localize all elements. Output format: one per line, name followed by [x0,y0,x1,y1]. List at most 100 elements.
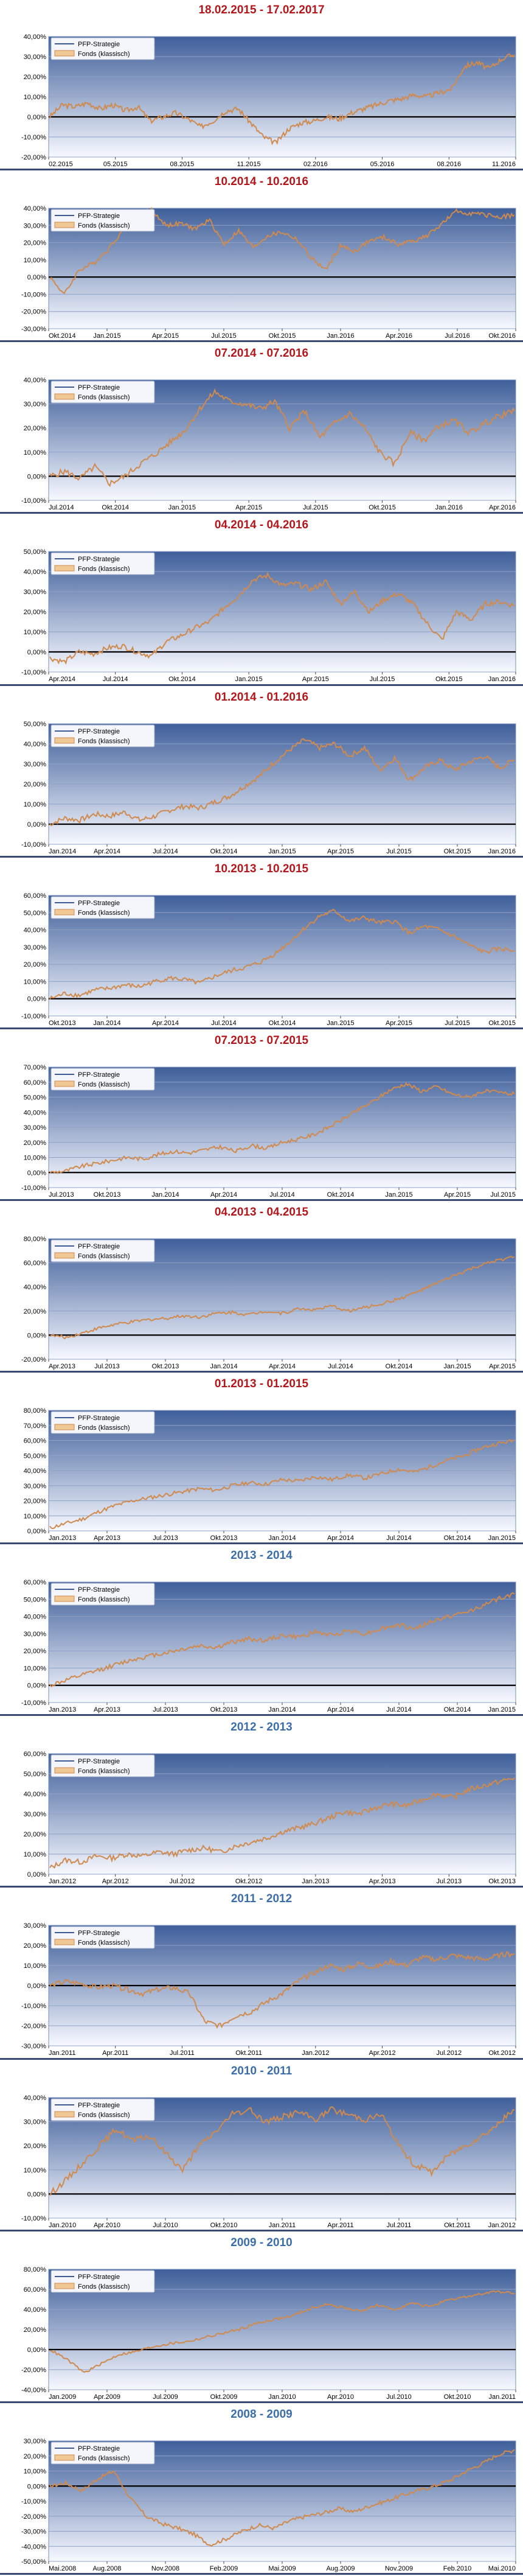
legend-label-fund: Fonds (klassisch) [78,1081,130,1088]
x-tick-label: Jul.2015 [370,676,395,683]
y-tick-label: 40,00% [24,33,47,41]
x-tick-label: 08.2015 [170,161,195,168]
x-tick-label: Okt.2015 [269,332,296,340]
x-tick-label: Jul.2013 [153,1535,178,1542]
legend-swatch-fund [54,2454,75,2461]
x-tick-label: Jul.2016 [445,332,470,340]
legend-label-strategy: PFP-Strategie [78,2102,120,2109]
y-tick-label: 30,00% [24,589,47,596]
x-tick-label: Jul.2012 [170,1878,195,1885]
y-tick-label: 0,00% [27,1169,46,1177]
y-tick-label: 20,00% [24,74,47,81]
x-tick-label: Jan.2012 [302,2049,329,2057]
y-tick-label: 30,00% [24,1124,47,1132]
x-tick-label: Apr.2010 [94,2222,120,2229]
x-tick-label: Aug.2008 [92,2565,121,2572]
x-tick-label: Jan.2014 [210,1363,237,1370]
x-tick-label: Apr.2014 [152,1020,179,1027]
y-tick-label: -10,00% [21,497,46,505]
y-tick-label: 20,00% [24,425,47,432]
series-line-fund [49,1438,515,1530]
legend: PFP-Strategie Fonds (klassisch) [50,552,155,575]
y-tick-label: 30,00% [24,2438,47,2445]
y-tick-label: 10,00% [24,1851,47,1858]
x-tick-label: Apr.2015 [327,848,354,855]
y-tick-label: 60,00% [24,1438,47,1445]
x-tick-label: Apr.2013 [94,1535,120,1542]
chart-title: 2013 - 2014 [230,1549,293,1563]
series-line-fund [49,908,515,999]
x-tick-label: Okt.2014 [386,1363,413,1370]
y-tick-label: 40,00% [24,377,47,384]
panel-separator [0,684,523,686]
chart-panel: 01.2013 - 01.2015 0,00% 10,00% 20,00% 30,00%… [0,1374,523,1545]
x-tick-label: Okt.2013 [210,1706,238,1713]
x-tick-label: Okt.2011 [235,2049,262,2057]
y-tick-label: 10,00% [24,1513,47,1520]
legend-box [50,552,155,575]
chart-title: 2011 - 2012 [230,1892,293,1906]
y-tick-label: 50,00% [24,1452,47,1460]
x-tick-label: Jul.2015 [211,332,237,340]
y-tick-label: 40,00% [24,205,47,212]
y-tick-label: 40,00% [24,741,47,748]
x-tick-label: Apr.2014 [327,1535,354,1542]
x-tick-label: Jan.2015 [443,1363,471,1370]
legend-swatch-fund [54,565,75,572]
x-tick-label: Apr.2011 [327,2222,353,2229]
legend-box [50,380,155,404]
y-tick-label: 10,00% [24,2468,47,2475]
x-tick-label: Jan.2014 [93,1020,120,1027]
y-tick-label: 20,00% [24,2326,47,2334]
panel-separator [0,1542,523,1545]
legend-box [50,37,155,60]
legend: PFP-Strategie Fonds (klassisch) [50,2098,155,2121]
x-tick-label: Okt.2012 [488,2049,516,2057]
chart-panel: 10.2014 - 10.2016 -30,00% -20,00% -10,00% 0,… [0,172,523,343]
line-chart: 0,00% 10,00% 20,00% 30,00% 40,00% 50,00% 60,00… [24,1407,516,1542]
legend: PFP-Strategie Fonds (klassisch) [50,896,155,919]
line-chart: -40,00% -20,00% 0,00% 20,00% 40,00% 60,00% 80,… [21,2266,516,2401]
legend: PFP-Strategie Fonds (klassisch) [50,2441,155,2465]
x-tick-label: Apr.2014 [327,1706,354,1713]
x-tick-label: Okt.2015 [435,676,463,683]
panel-separator [0,1199,523,1201]
y-tick-label: 30,00% [24,401,47,408]
legend-label-strategy: PFP-Strategie [78,2445,120,2452]
series-line-fund [49,572,515,665]
legend: PFP-Strategie Fonds (klassisch) [50,1926,155,1949]
x-tick-label: Apr.2014 [210,1191,237,1199]
x-tick-label: Okt.2016 [488,332,516,340]
y-tick-label: 0,00% [27,2191,46,2198]
chart-title: 07.2014 - 07.2016 [214,347,309,360]
x-tick-label: Apr.2016 [489,504,516,511]
x-tick-label: Jan.2015 [268,848,296,855]
legend-swatch-fund [54,50,75,57]
y-tick-label: -10,00% [21,2498,46,2505]
y-tick-label: -20,00% [21,2513,46,2521]
x-tick-label: Jan.2014 [268,1706,296,1713]
y-tick-label: 60,00% [24,2286,47,2294]
chart-title: 01.2013 - 01.2015 [214,1377,309,1391]
x-tick-label: Jul.2011 [170,2049,195,2057]
legend-box [50,2270,155,2293]
legend-swatch-fund [54,737,75,744]
y-tick-label: 20,00% [24,1942,47,1950]
series-line-fund [49,1777,515,1869]
legend-swatch-fund [54,1424,75,1430]
series-line-fund [49,1592,515,1688]
line-chart: -10,00% 0,00% 10,00% 20,00% 30,00% 40,00% 50,0… [21,548,516,683]
legend-label-fund: Fonds (klassisch) [78,1424,130,1432]
y-tick-label: 20,00% [24,961,47,968]
y-tick-label: 10,00% [24,978,47,985]
x-tick-label: Jan.2009 [49,2393,76,2401]
legend: PFP-Strategie Fonds (klassisch) [50,1583,155,1606]
y-tick-label: 0,00% [27,474,46,481]
x-tick-label: Okt.2015 [444,848,471,855]
x-tick-label: Jul.2010 [153,2222,178,2229]
series-line-fund [49,2449,515,2547]
legend-label-strategy: PFP-Strategie [78,1930,120,1937]
x-tick-label: Jan.2012 [49,1878,76,1885]
y-tick-label: 60,00% [24,892,47,900]
